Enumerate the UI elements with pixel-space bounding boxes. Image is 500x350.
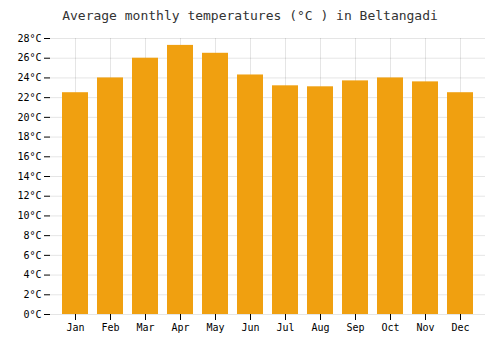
svg-text:6°C: 6°C [23, 250, 41, 261]
svg-text:Apr: Apr [171, 322, 189, 333]
svg-text:8°C: 8°C [23, 230, 41, 241]
svg-text:Sep: Sep [346, 322, 364, 333]
svg-text:Jun: Jun [241, 322, 259, 333]
svg-text:Mar: Mar [136, 322, 154, 333]
svg-text:24°C: 24°C [17, 72, 41, 83]
svg-text:May: May [206, 322, 224, 333]
svg-text:Jul: Jul [276, 322, 294, 333]
svg-text:Aug: Aug [311, 322, 329, 333]
svg-text:22°C: 22°C [17, 92, 41, 103]
svg-text:0°C: 0°C [23, 309, 41, 320]
svg-text:Nov: Nov [416, 322, 434, 333]
svg-text:26°C: 26°C [17, 52, 41, 63]
svg-text:16°C: 16°C [17, 151, 41, 162]
svg-text:18°C: 18°C [17, 131, 41, 142]
svg-text:Jan: Jan [66, 322, 84, 333]
svg-text:4°C: 4°C [23, 269, 41, 280]
svg-text:Feb: Feb [101, 322, 119, 333]
svg-text:10°C: 10°C [17, 210, 41, 221]
svg-text:20°C: 20°C [17, 112, 41, 123]
svg-text:12°C: 12°C [17, 190, 41, 201]
svg-text:Dec: Dec [451, 322, 469, 333]
svg-text:14°C: 14°C [17, 171, 41, 182]
svg-text:28°C: 28°C [17, 33, 41, 44]
html-text:Average monthly temperatures (: Average monthly temperatures (°C ) in Be… [62, 8, 438, 23]
svg-text:2°C: 2°C [23, 289, 41, 300]
svg-text:Oct: Oct [381, 322, 399, 333]
